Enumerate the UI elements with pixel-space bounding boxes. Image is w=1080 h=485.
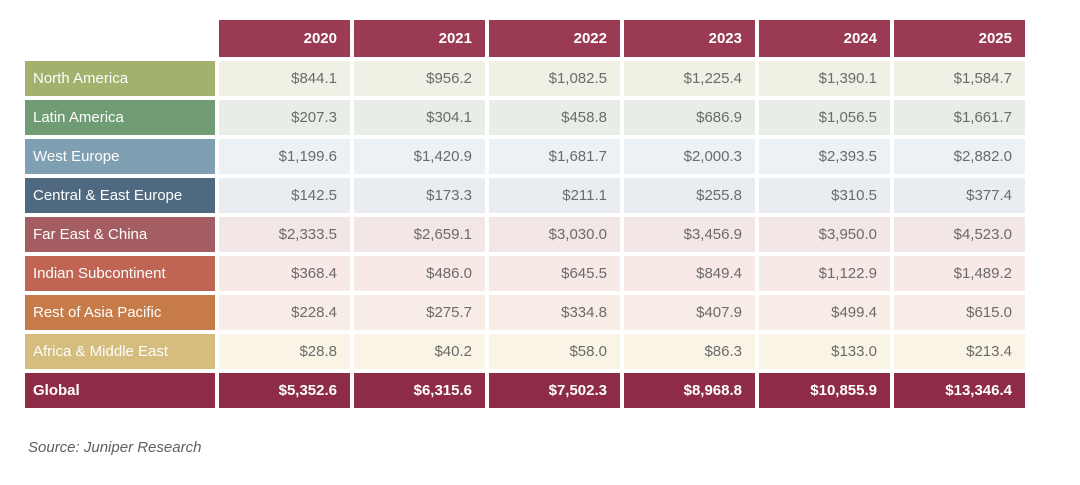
table-row-total: Global $5,352.6 $6,315.6 $7,502.3 $8,968.8 $1… [25, 373, 1025, 408]
value-cell: $2,659.1 [354, 217, 485, 252]
value-cell: $1,199.6 [219, 139, 350, 174]
value-cell: $2,333.5 [219, 217, 350, 252]
value-cell: $844.1 [219, 61, 350, 96]
row-label: Latin America [25, 100, 215, 135]
value-cell: $10,855.9 [759, 373, 890, 408]
value-cell: $86.3 [624, 334, 755, 369]
row-label: Global [25, 373, 215, 408]
value-cell: $228.4 [219, 295, 350, 330]
regional-forecast-table: 2020 2021 2022 2023 2024 2025 North Amer… [21, 16, 1029, 412]
value-cell: $849.4 [624, 256, 755, 291]
value-cell: $58.0 [489, 334, 620, 369]
table-row: North America $844.1 $956.2 $1,082.5 $1,225.… [25, 61, 1025, 96]
value-cell: $173.3 [354, 178, 485, 213]
value-cell: $4,523.0 [894, 217, 1025, 252]
value-cell: $486.0 [354, 256, 485, 291]
value-cell: $956.2 [354, 61, 485, 96]
table-row: Far East & China $2,333.5 $2,659.1 $3,030.0… [25, 217, 1025, 252]
table-header: 2020 2021 2022 2023 2024 2025 [25, 20, 1025, 57]
value-cell: $1,056.5 [759, 100, 890, 135]
row-label: Central & East Europe [25, 178, 215, 213]
value-cell: $407.9 [624, 295, 755, 330]
value-cell: $1,225.4 [624, 61, 755, 96]
value-cell: $3,456.9 [624, 217, 755, 252]
value-cell: $377.4 [894, 178, 1025, 213]
table-row: Latin America $207.3 $304.1 $458.8 $686.9 $1,… [25, 100, 1025, 135]
year-header: 2024 [759, 20, 890, 57]
value-cell: $2,000.3 [624, 139, 755, 174]
value-cell: $133.0 [759, 334, 890, 369]
year-header-row: 2020 2021 2022 2023 2024 2025 [25, 20, 1025, 57]
value-cell: $275.7 [354, 295, 485, 330]
table-row: Central & East Europe $142.5 $173.3 $211.1 $… [25, 178, 1025, 213]
value-cell: $645.5 [489, 256, 620, 291]
value-cell: $5,352.6 [219, 373, 350, 408]
value-cell: $2,882.0 [894, 139, 1025, 174]
table-row: Rest of Asia Pacific $228.4 $275.7 $334.8 $4… [25, 295, 1025, 330]
value-cell: $3,950.0 [759, 217, 890, 252]
value-cell: $1,681.7 [489, 139, 620, 174]
value-cell: $28.8 [219, 334, 350, 369]
value-cell: $458.8 [489, 100, 620, 135]
value-cell: $207.3 [219, 100, 350, 135]
table-row: Africa & Middle East $28.8 $40.2 $58.0 $86.3… [25, 334, 1025, 369]
value-cell: $1,584.7 [894, 61, 1025, 96]
value-cell: $8,968.8 [624, 373, 755, 408]
value-cell: $1,082.5 [489, 61, 620, 96]
value-cell: $3,030.0 [489, 217, 620, 252]
value-cell: $499.4 [759, 295, 890, 330]
value-cell: $1,489.2 [894, 256, 1025, 291]
row-label: Indian Subcontinent [25, 256, 215, 291]
row-label: North America [25, 61, 215, 96]
year-header: 2021 [354, 20, 485, 57]
row-label: Rest of Asia Pacific [25, 295, 215, 330]
value-cell: $7,502.3 [489, 373, 620, 408]
row-label: West Europe [25, 139, 215, 174]
value-cell: $1,661.7 [894, 100, 1025, 135]
value-cell: $211.1 [489, 178, 620, 213]
table-row: Indian Subcontinent $368.4 $486.0 $645.5 $84… [25, 256, 1025, 291]
value-cell: $13,346.4 [894, 373, 1025, 408]
value-cell: $213.4 [894, 334, 1025, 369]
value-cell: $6,315.6 [354, 373, 485, 408]
value-cell: $255.8 [624, 178, 755, 213]
value-cell: $686.9 [624, 100, 755, 135]
year-header: 2020 [219, 20, 350, 57]
row-label: Africa & Middle East [25, 334, 215, 369]
row-label: Far East & China [25, 217, 215, 252]
value-cell: $1,122.9 [759, 256, 890, 291]
value-cell: $142.5 [219, 178, 350, 213]
year-header: 2023 [624, 20, 755, 57]
table-body: North America $844.1 $956.2 $1,082.5 $1,225.… [25, 61, 1025, 408]
year-header: 2025 [894, 20, 1025, 57]
value-cell: $1,390.1 [759, 61, 890, 96]
corner-cell [25, 20, 215, 57]
value-cell: $310.5 [759, 178, 890, 213]
value-cell: $368.4 [219, 256, 350, 291]
value-cell: $304.1 [354, 100, 485, 135]
value-cell: $1,420.9 [354, 139, 485, 174]
value-cell: $334.8 [489, 295, 620, 330]
value-cell: $40.2 [354, 334, 485, 369]
source-note: Source: Juniper Research [28, 439, 202, 456]
value-cell: $2,393.5 [759, 139, 890, 174]
year-header: 2022 [489, 20, 620, 57]
value-cell: $615.0 [894, 295, 1025, 330]
table-row: West Europe $1,199.6 $1,420.9 $1,681.7 $2,00… [25, 139, 1025, 174]
